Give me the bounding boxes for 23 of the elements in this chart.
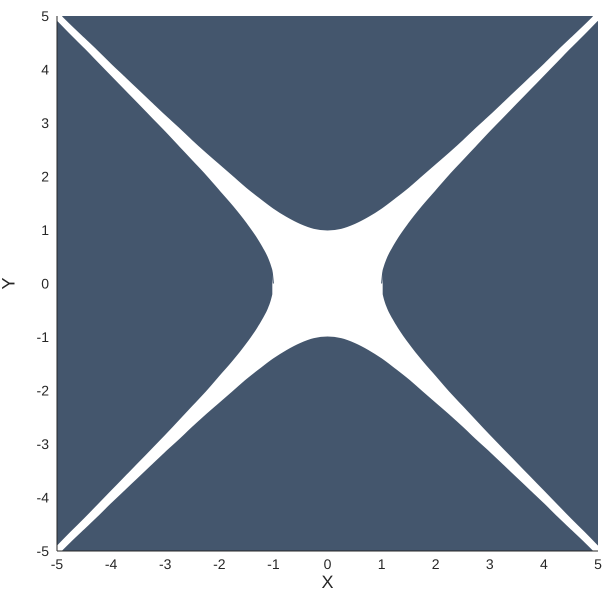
- y-tick-label: -5: [36, 542, 50, 559]
- y-axis-title: Y: [0, 277, 18, 290]
- x-tick-label: 2: [432, 556, 440, 572]
- x-tick-label: -2: [213, 556, 226, 572]
- y-tick-label: 3: [41, 114, 50, 131]
- x-tick-label: -3: [158, 556, 172, 572]
- y-tick-label: -3: [36, 436, 50, 452]
- x-tick-label: 1: [378, 556, 386, 572]
- x-tick-label: 0: [324, 556, 332, 572]
- y-tick-label: -1: [36, 328, 50, 345]
- x-axis-title: X: [321, 572, 334, 590]
- x-tick-label: 4: [540, 556, 548, 572]
- y-tick-label: 2: [41, 168, 50, 184]
- y-tick-label: -2: [36, 382, 50, 398]
- x-tick-label: -4: [104, 556, 118, 572]
- y-tick-label: 1: [41, 222, 50, 238]
- y-tick-label: -4: [36, 489, 50, 506]
- x-tick-label: 5: [594, 556, 602, 572]
- x-tick-label: 3: [486, 556, 494, 572]
- y-tick-label: 0: [41, 275, 50, 292]
- y-tick-label: 5: [41, 8, 50, 24]
- x-tick-label: -1: [267, 556, 280, 572]
- y-tick-label: 4: [41, 61, 50, 78]
